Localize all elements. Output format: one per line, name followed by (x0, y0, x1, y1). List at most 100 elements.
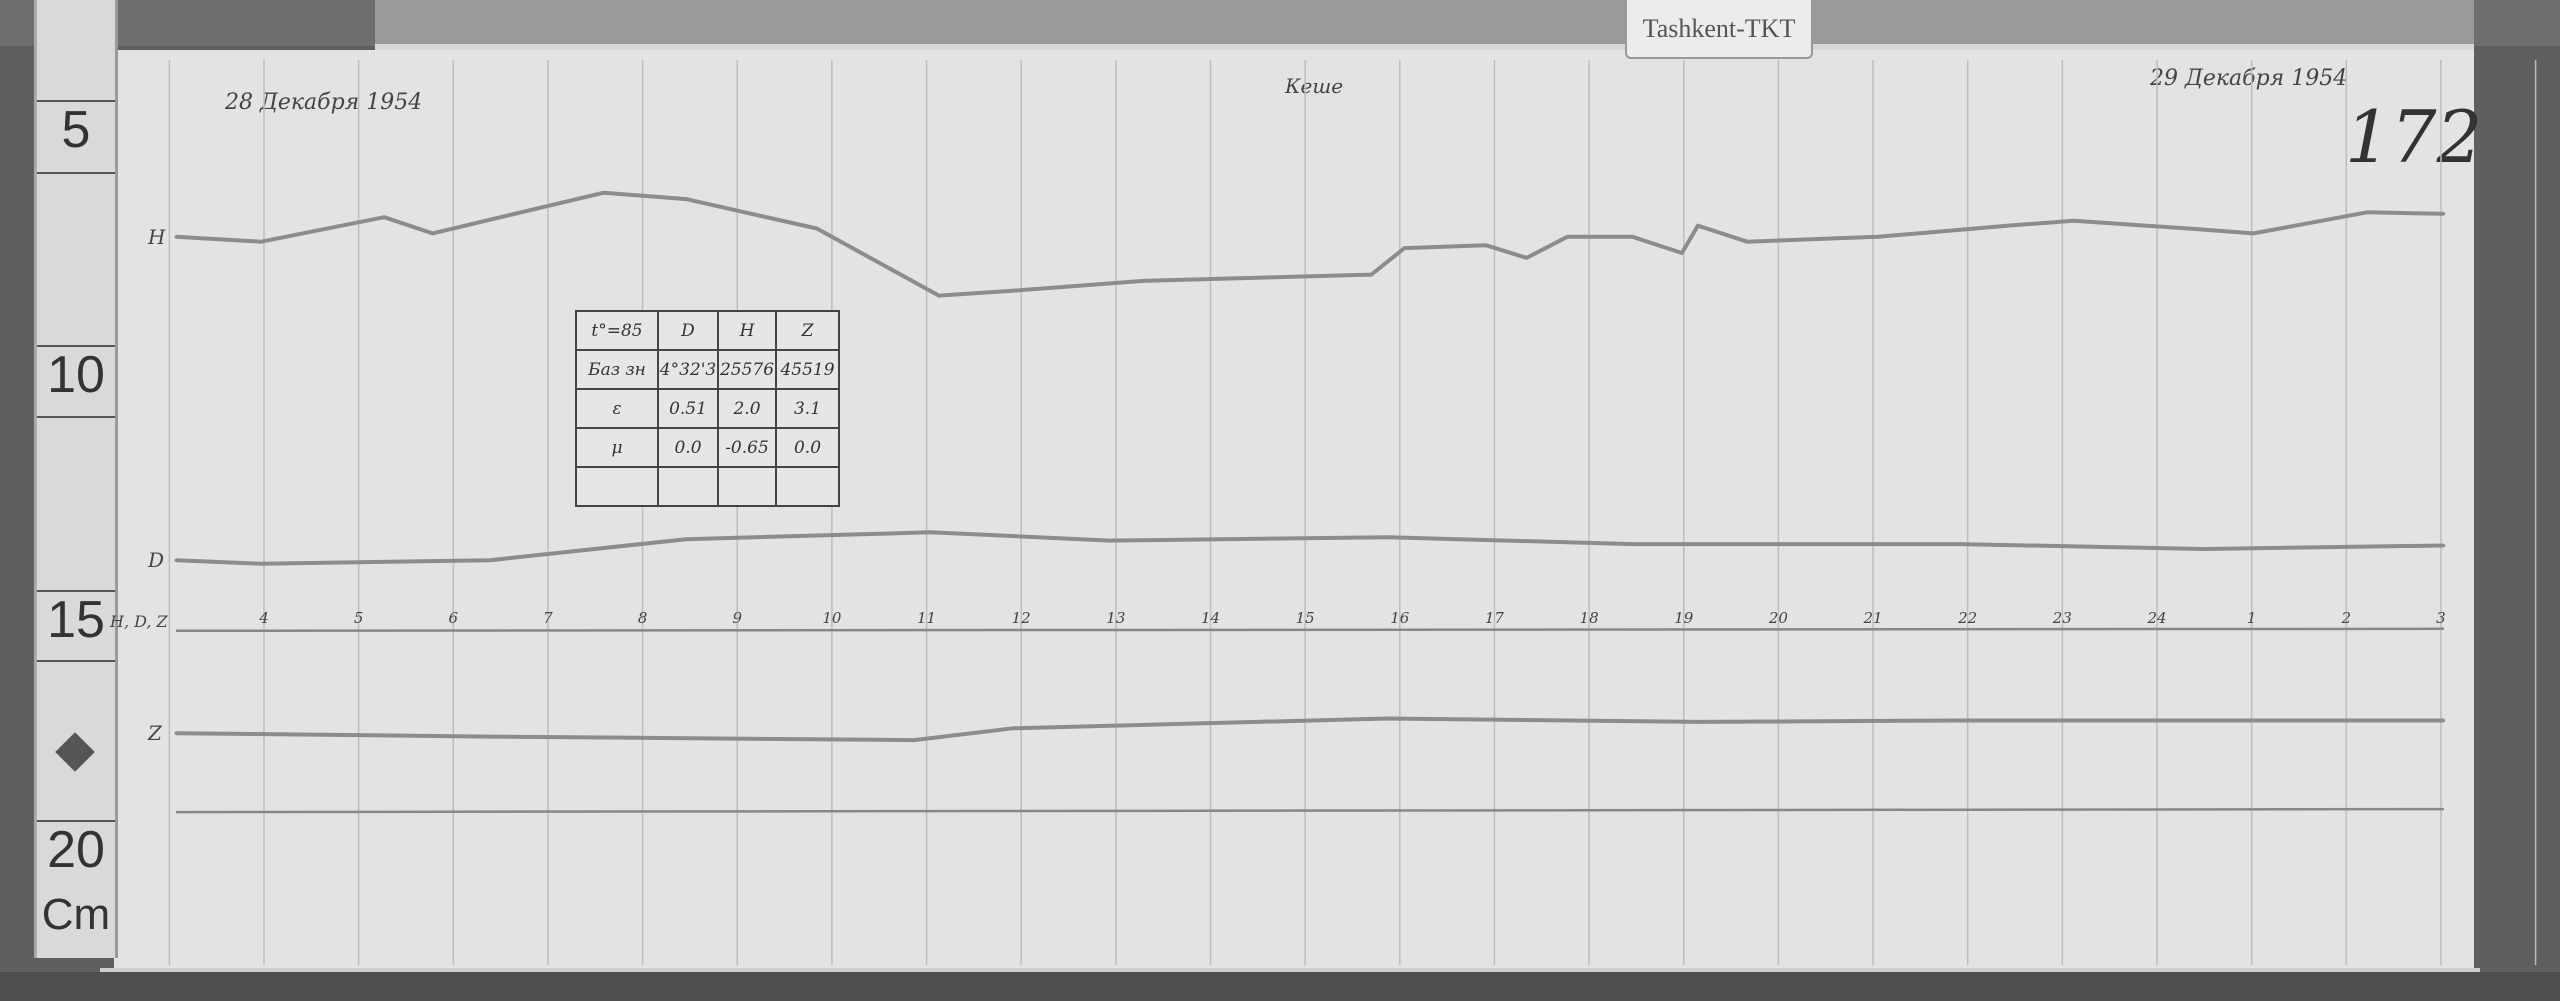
hour-tick-label: 22 (1957, 609, 1977, 627)
station-label-card: Tashkent-TKT (1625, 0, 1813, 59)
trace-point-Z (912, 738, 916, 742)
trace-Z (175, 716, 2444, 743)
hour-tick-label: 10 (822, 609, 842, 627)
time-baseline (175, 627, 2445, 633)
trace-D (175, 530, 2444, 566)
hour-tick-label: 23 (2052, 609, 2072, 627)
trace-point-H (2252, 231, 2256, 235)
hour-tick-label: 18 (1580, 609, 1599, 627)
trace-point-H (1565, 235, 1569, 239)
trace-point-H (1696, 224, 1700, 228)
hour-tick-label: 8 (638, 609, 648, 627)
trace-point-H (1525, 256, 1529, 260)
hour-tick-label: 13 (1106, 609, 1125, 627)
ruler-tick (37, 820, 115, 822)
trace-label-Z: Z (147, 721, 163, 745)
ruler-tick (37, 345, 115, 347)
trace-point-H (2072, 219, 2076, 223)
hour-tick-label: 14 (1201, 609, 1220, 627)
calibration-cell: 45519 (775, 349, 840, 390)
trace-point-D (1631, 542, 1635, 546)
calibration-row: μ 0.0 -0.65 0.0 (575, 427, 840, 468)
calibration-table: t°=85 D H Z Баз зн 4°32'3 25576 45519 ε 0.51 2.0 3.… (575, 310, 840, 507)
trace-point-H (174, 235, 178, 239)
calibration-cell (575, 466, 659, 507)
calibration-cell: Z (775, 310, 840, 351)
trace-point-H (2442, 212, 2446, 216)
night-label: Кеше (1285, 74, 1344, 98)
calibration-cell: -0.65 (717, 427, 777, 468)
hour-tick-label: 9 (732, 609, 742, 627)
date-start: 28 Декабря 1954 (225, 90, 423, 115)
calibration-cell: t°=85 (575, 310, 659, 351)
hour-tick-label: 24 (2146, 609, 2166, 627)
trace-point-Z (1957, 718, 1961, 722)
trace-point-H (382, 215, 386, 219)
ruler-mark-5: 5 (61, 101, 91, 159)
trace-point-H (2365, 210, 2369, 214)
calibration-cell (717, 466, 777, 507)
trace-point-D (2442, 544, 2446, 548)
calibration-row: Баз зн 4°32'3 25576 45519 (575, 349, 840, 390)
calibration-cell: H (717, 310, 777, 351)
trace-point-H (1631, 235, 1635, 239)
calibration-cell: 3.1 (775, 388, 840, 429)
trace-point-H (1011, 289, 1015, 293)
trace-point-D (174, 558, 178, 562)
date-end: 29 Декабря 1954 (2150, 66, 2348, 91)
sheet-number: 172 (2345, 95, 2483, 179)
trace-point-H (1745, 240, 1749, 244)
calibration-cell (657, 466, 719, 507)
calibration-cell: 0.0 (775, 427, 840, 468)
trace-point-H (1876, 235, 1880, 239)
ruler-tick (37, 100, 115, 102)
trace-point-H (2186, 227, 2190, 231)
ruler-tick (37, 172, 115, 174)
trace-point-D (1108, 539, 1112, 543)
hour-tick-label: 1 (2247, 609, 2257, 627)
calibration-row: t°=85 D H Z (575, 310, 840, 351)
trace-point-D (1696, 542, 1700, 546)
hour-tick-label: 12 (1012, 609, 1031, 627)
hour-tick-label: 16 (1390, 609, 1410, 627)
ruler-mark-10: 10 (47, 346, 105, 404)
calibration-row (575, 466, 840, 507)
cm-ruler: 5 10 15 20 Cm (34, 0, 118, 958)
calibration-cell: 0.51 (657, 388, 719, 429)
bottom-line (175, 807, 2445, 814)
hour-tick-label: 15 (1296, 609, 1315, 627)
trace-point-D (928, 530, 932, 534)
trace-label-H: H (147, 225, 166, 249)
trace-point-D (488, 558, 492, 562)
trace-point-Z (1385, 717, 1389, 721)
calibration-cell: 4°32'3 (657, 349, 719, 390)
trace-point-H (602, 191, 606, 195)
trace-point-H (1141, 279, 1145, 283)
hour-tick-label: 5 (354, 609, 364, 627)
hour-tick-label: 3 (2436, 609, 2446, 627)
trace-point-Z (174, 731, 178, 735)
ruler-tick (37, 660, 115, 662)
hour-tick-label: 6 (449, 609, 459, 627)
calibration-cell: 0.0 (657, 427, 719, 468)
calibration-cell: ε (575, 388, 659, 429)
trace-point-D (684, 537, 688, 541)
hour-tick-label: 7 (543, 609, 553, 627)
calibration-cell: D (657, 310, 719, 351)
trace-point-H (1484, 243, 1488, 247)
trace-point-D (1385, 535, 1389, 539)
calibration-cell: 25576 (717, 349, 777, 390)
trace-point-H (1369, 273, 1373, 277)
trace-point-H (1680, 251, 1684, 255)
calibration-cell: μ (575, 427, 659, 468)
trace-point-Z (1011, 726, 1015, 730)
ruler-mark-20: 20 (47, 821, 105, 879)
hour-tick-label: 4 (258, 609, 269, 627)
trace-point-D (259, 562, 263, 566)
trace-point-H (430, 231, 434, 235)
hour-tick-label: 19 (1674, 609, 1694, 627)
trace-point-H (684, 197, 688, 201)
board-bottom (0, 972, 2560, 1001)
hour-tick-label: 21 (1863, 609, 1883, 627)
